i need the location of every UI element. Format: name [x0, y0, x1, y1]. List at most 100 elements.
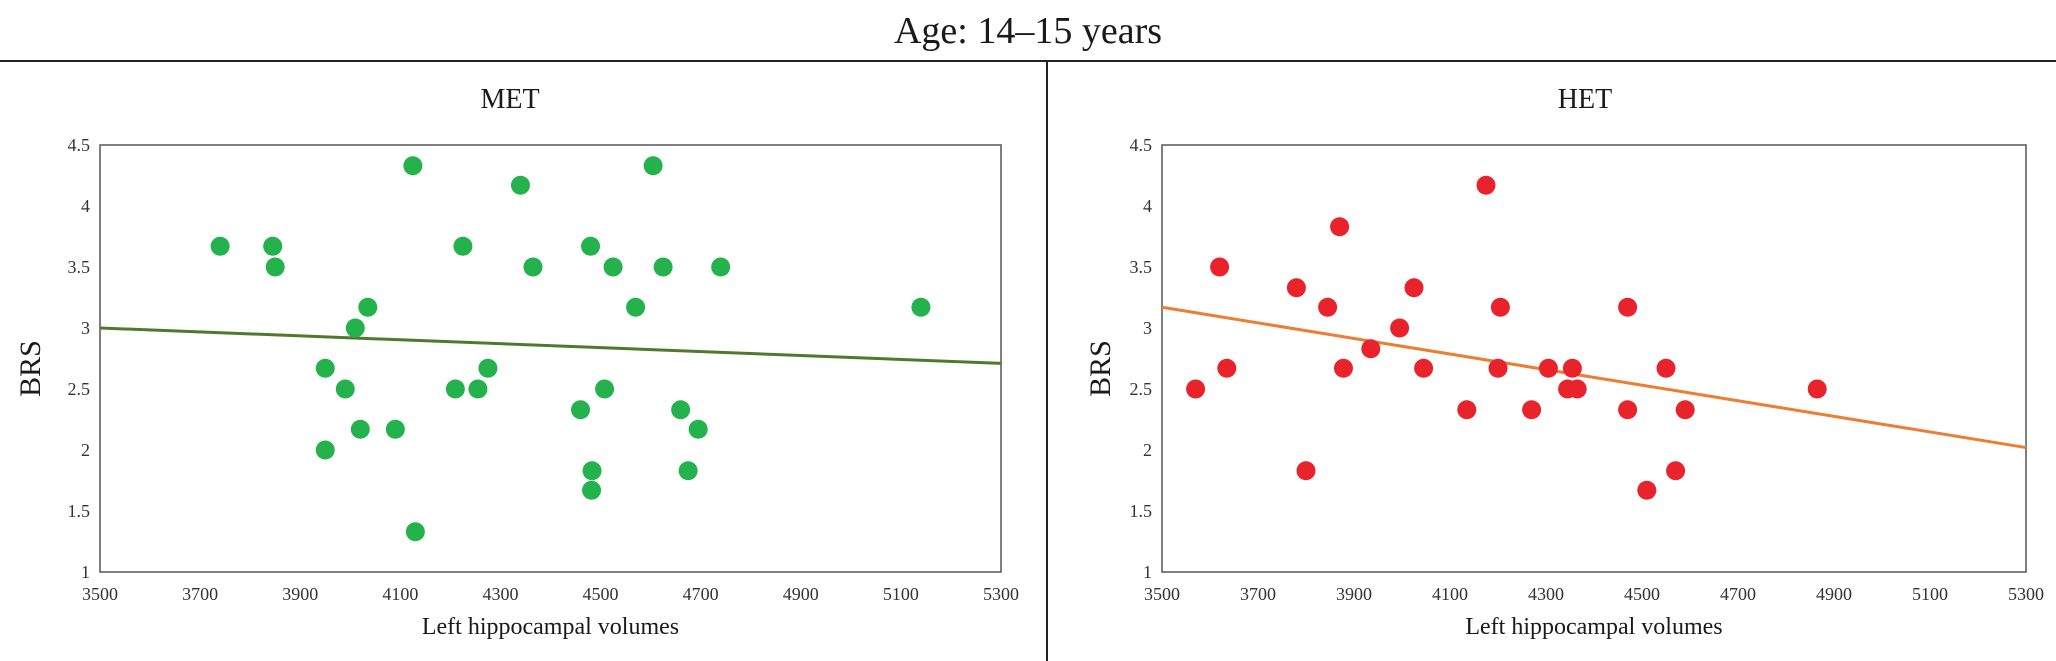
het-data-point: [1567, 379, 1587, 399]
het-data-point: [1637, 480, 1657, 500]
het-x-tick-label: 3900: [1336, 584, 1372, 604]
panel-divider-line: [1046, 60, 1048, 661]
met-data-point: [263, 236, 283, 256]
met-data-point: [445, 379, 465, 399]
met-data-point: [711, 257, 731, 277]
met-data-point: [603, 257, 623, 277]
het-y-tick-label: 2.5: [1130, 379, 1153, 399]
met-y-tick-label: 3.5: [68, 257, 91, 277]
het-x-tick-label: 4100: [1432, 584, 1468, 604]
het-data-point: [1666, 461, 1686, 481]
het-data-point: [1286, 278, 1306, 298]
met-data-point: [643, 156, 663, 176]
met-y-tick-label: 4: [81, 196, 90, 216]
met-y-tick-label: 2.5: [68, 379, 91, 399]
met-y-tick-label: 3: [81, 318, 90, 338]
het-x-tick-label: 4500: [1624, 584, 1660, 604]
met-data-point: [468, 379, 488, 399]
het-x-tick-label: 3700: [1240, 584, 1276, 604]
het-trendline: [1161, 305, 2027, 450]
het-data-point: [1476, 175, 1496, 195]
met-data-point: [582, 461, 602, 481]
met-y-tick-label: 1.5: [68, 501, 91, 521]
met-data-point: [523, 257, 543, 277]
het-data-point: [1490, 297, 1510, 317]
met-data-point: [350, 419, 370, 439]
met-y-tick-label: 2: [81, 440, 90, 460]
het-data-point: [1457, 400, 1477, 420]
het-chart-title: HET: [1558, 84, 1612, 115]
met-data-point: [265, 257, 285, 277]
met-plot-area: [99, 144, 1002, 573]
met-data-point: [210, 236, 230, 256]
met-x-tick-label: 3500: [82, 584, 118, 604]
met-data-point: [688, 419, 708, 439]
met-data-point: [403, 156, 423, 176]
het-x-tick-label: 4300: [1528, 584, 1564, 604]
het-data-point: [1390, 318, 1410, 338]
met-x-tick-label: 3700: [182, 584, 218, 604]
met-y-tick-label: 4.5: [68, 135, 91, 155]
met-data-point: [358, 297, 378, 317]
met-data-point: [911, 297, 931, 317]
het-data-point: [1296, 461, 1316, 481]
het-y-tick-label: 3.5: [1130, 257, 1153, 277]
met-data-point: [678, 461, 698, 481]
met-data-point: [315, 440, 335, 460]
het-x-tick-label: 3500: [1144, 584, 1180, 604]
het-x-tick-label: 4900: [1816, 584, 1852, 604]
met-trendline: [99, 326, 1002, 365]
het-x-tick-label: 5300: [2008, 584, 2044, 604]
het-data-point: [1330, 217, 1350, 237]
met-y-axis-label: BRS: [14, 340, 47, 397]
met-data-point: [315, 358, 335, 378]
met-x-axis-label: Left hippocampal volumes: [422, 614, 679, 640]
met-data-point: [453, 236, 473, 256]
met-data-point: [653, 257, 673, 277]
met-x-tick-label: 4700: [683, 584, 719, 604]
met-chart: MET 1 1.5 2 2.5 3 3.5 4 4.5 3500 3700 3900 4100 4300 4…: [14, 84, 1019, 640]
het-x-tick-label: 4700: [1720, 584, 1756, 604]
met-data-point: [571, 400, 591, 420]
het-data-point: [1414, 358, 1434, 378]
het-data-point: [1618, 400, 1638, 420]
met-data-point: [510, 175, 530, 195]
het-plot-area: [1161, 144, 2027, 573]
het-x-tick-label: 5100: [1912, 584, 1948, 604]
het-y-tick-label: 3: [1143, 318, 1152, 338]
met-x-tick-label: 4900: [783, 584, 819, 604]
met-x-tick-label: 3900: [282, 584, 318, 604]
met-data-point: [626, 297, 646, 317]
het-y-tick-label: 4.5: [1130, 135, 1153, 155]
figure-title: Age: 14–15 years: [893, 10, 1163, 52]
het-data-point: [1404, 278, 1424, 298]
met-x-tick-label: 5100: [883, 584, 919, 604]
met-data-point: [345, 318, 365, 338]
het-y-tick-label: 2: [1143, 440, 1152, 460]
het-data-point: [1333, 358, 1353, 378]
met-x-tick-label: 4100: [382, 584, 418, 604]
het-data-point: [1318, 297, 1338, 317]
het-x-axis-label: Left hippocampal volumes: [1465, 614, 1722, 640]
het-data-point: [1675, 400, 1695, 420]
het-data-point: [1562, 358, 1582, 378]
met-data-point: [671, 400, 691, 420]
met-x-tick-label: 5300: [983, 584, 1019, 604]
het-data-point: [1618, 297, 1638, 317]
met-x-tick-label: 4500: [583, 584, 619, 604]
met-y-tick-label: 1: [81, 562, 90, 582]
met-data-point: [385, 419, 405, 439]
met-data-point: [335, 379, 355, 399]
het-data-point: [1522, 400, 1542, 420]
met-data-point: [478, 358, 498, 378]
het-data-point: [1807, 379, 1827, 399]
het-data-point: [1361, 339, 1381, 359]
met-x-tick-label: 4300: [482, 584, 518, 604]
het-data-point: [1488, 358, 1508, 378]
het-data-point: [1210, 257, 1230, 277]
het-data-point: [1217, 358, 1237, 378]
met-data-point: [595, 379, 615, 399]
met-data-point: [582, 480, 602, 500]
het-data-point: [1656, 358, 1676, 378]
